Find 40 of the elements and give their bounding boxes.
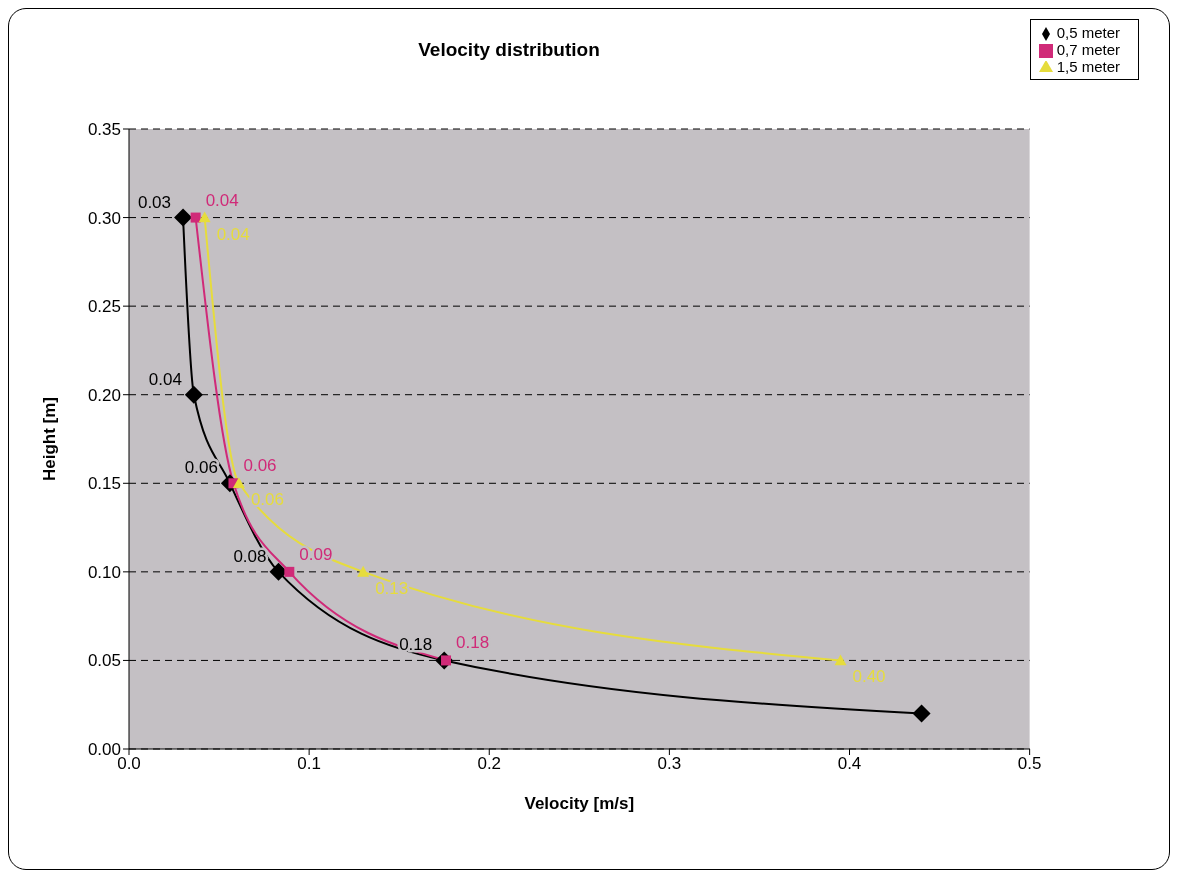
legend-label: 1,5 meter — [1056, 58, 1120, 76]
annotation: 0.04 — [148, 369, 182, 389]
y-tick-label: 0.30 — [87, 208, 121, 228]
x-tick-label: 0.4 — [837, 754, 862, 774]
point — [174, 208, 193, 227]
point — [357, 565, 370, 577]
x-tick-label: 0.2 — [477, 754, 502, 774]
chart-title: Velocity distribution — [417, 39, 601, 61]
point — [198, 211, 211, 223]
point — [184, 385, 203, 404]
y-tick-label: 0.15 — [87, 474, 121, 494]
y-tick-label: 0.20 — [87, 385, 121, 405]
annotation: 0.03 — [137, 192, 172, 212]
annotation: 0.06 — [250, 490, 284, 510]
legend-label: 0,5 meter — [1056, 24, 1120, 41]
legend-label: 0,7 meter — [1056, 41, 1120, 59]
x-axis-title: Velocity [m/s] — [524, 794, 635, 813]
y-tick-label: 0.10 — [87, 562, 121, 582]
y-axis-title: Height [m] — [40, 396, 60, 482]
y-tick-label: 0.35 — [87, 120, 121, 140]
annotation: 0.04 — [216, 224, 250, 244]
annotation: 0.08 — [233, 546, 267, 566]
y-tick-label: 0.05 — [87, 651, 121, 671]
annotation: 0.06 — [243, 456, 277, 476]
annotation: 0.18 — [456, 633, 490, 653]
point — [284, 566, 295, 577]
x-tick-label: 0.1 — [297, 754, 321, 774]
point — [232, 477, 245, 489]
annotation: 0.13 — [375, 578, 409, 598]
x-tick-label: 0.0 — [117, 754, 141, 774]
y-tick-label: 0.25 — [87, 297, 121, 317]
annotation: 0.04 — [205, 190, 239, 210]
x-tick-label: 0.3 — [657, 754, 682, 774]
point — [190, 212, 201, 223]
x-tick-label: 0.5 — [1017, 754, 1042, 774]
point — [912, 704, 931, 723]
annotation: 0.18 — [399, 635, 433, 655]
annotation: 0.40 — [852, 667, 886, 687]
point — [834, 654, 847, 666]
annotation: 0.06 — [184, 458, 218, 478]
